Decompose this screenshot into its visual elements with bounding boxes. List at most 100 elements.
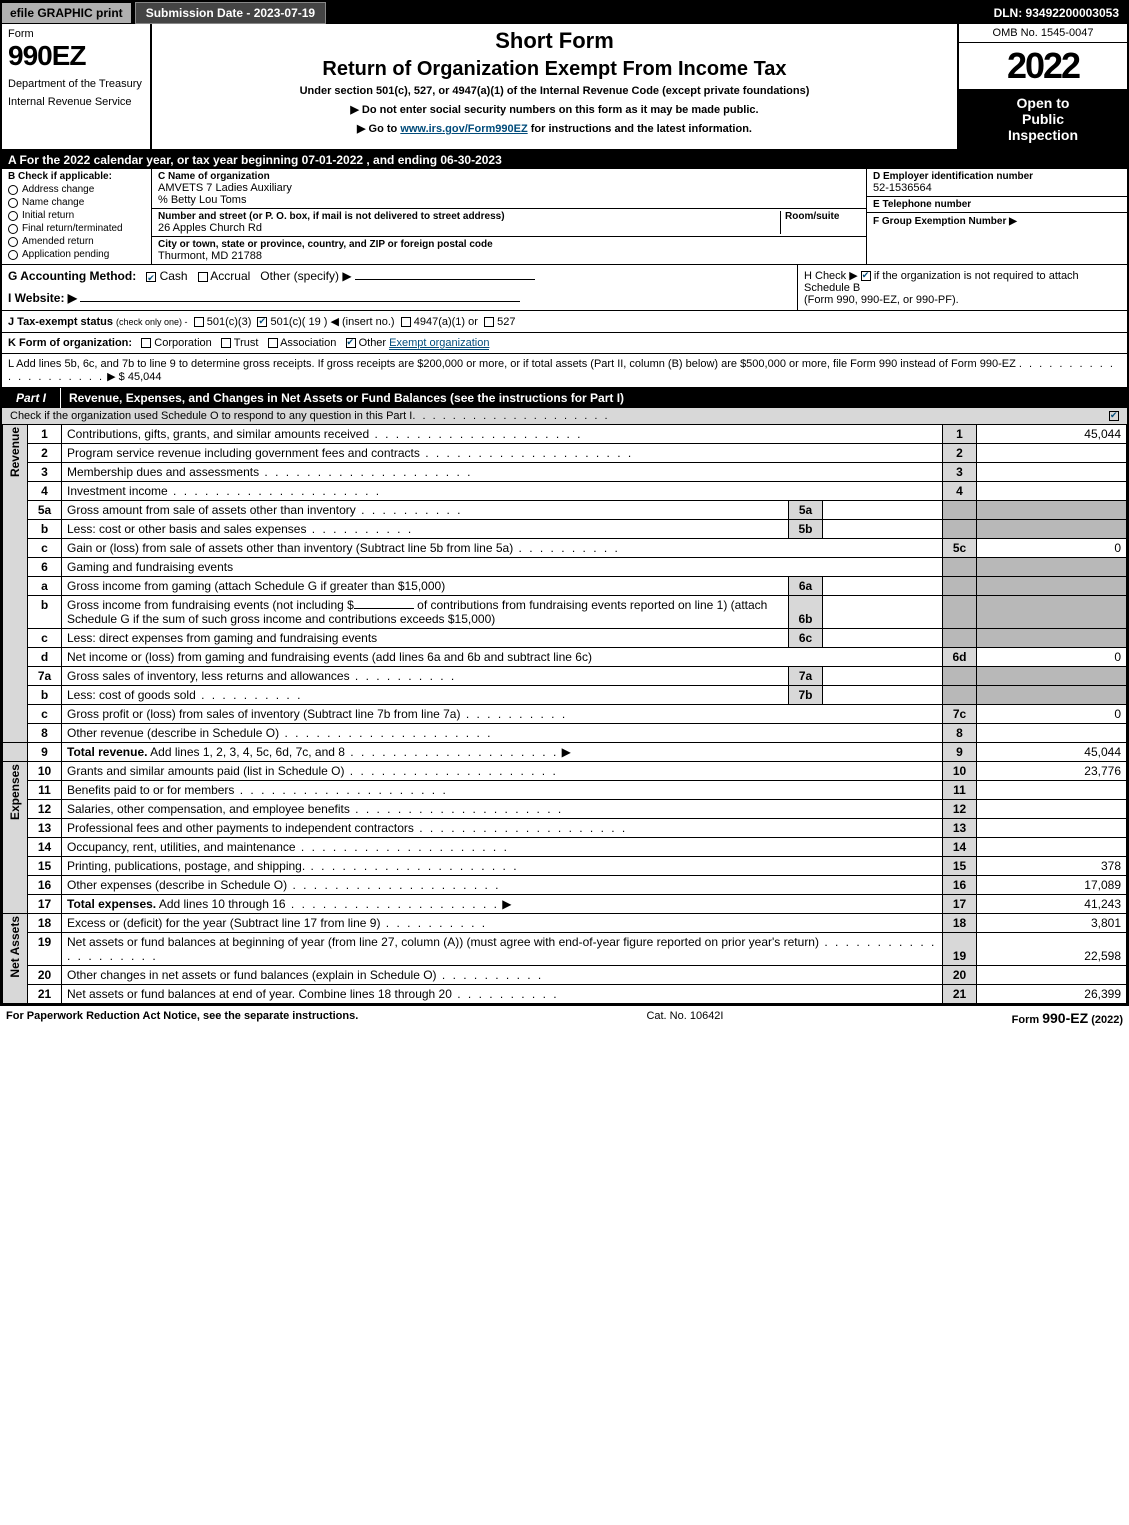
side-netassets: Net Assets bbox=[3, 914, 28, 1004]
col-c: C Name of organization AMVETS 7 Ladies A… bbox=[152, 169, 867, 264]
footer-mid: Cat. No. 10642I bbox=[358, 1010, 1011, 1026]
chk-final-return[interactable]: Final return/terminated bbox=[8, 223, 145, 234]
part-1-title: Revenue, Expenses, and Changes in Net As… bbox=[61, 388, 632, 408]
header: Form 990EZ Department of the Treasury In… bbox=[2, 24, 1127, 151]
chk-527[interactable] bbox=[484, 317, 494, 327]
d-label: D Employer identification number bbox=[873, 171, 1121, 182]
val-20 bbox=[977, 966, 1127, 985]
open3: Inspection bbox=[963, 127, 1123, 143]
val-13 bbox=[977, 819, 1127, 838]
chk-initial-return[interactable]: Initial return bbox=[8, 210, 145, 221]
line-l: L Add lines 5b, 6c, and 7b to line 9 to … bbox=[2, 354, 1127, 388]
chk-schedule-o[interactable] bbox=[1109, 411, 1119, 421]
val-11 bbox=[977, 781, 1127, 800]
chk-501c3[interactable] bbox=[194, 317, 204, 327]
h-pre: H Check ▶ bbox=[804, 270, 861, 282]
ein: 52-1536564 bbox=[873, 182, 1121, 194]
d-ein: D Employer identification number 52-1536… bbox=[867, 169, 1127, 197]
tax-year: 2022 bbox=[959, 43, 1127, 89]
c-org: C Name of organization AMVETS 7 Ladies A… bbox=[152, 169, 866, 209]
website-input[interactable] bbox=[80, 301, 520, 302]
val-7c: 0 bbox=[977, 705, 1127, 724]
val-8 bbox=[977, 724, 1127, 743]
subtitle: Under section 501(c), 527, or 4947(a)(1)… bbox=[160, 85, 949, 97]
val-5a bbox=[823, 501, 943, 520]
chk-501c[interactable] bbox=[257, 317, 267, 327]
chk-name-change[interactable]: Name change bbox=[8, 197, 145, 208]
instr-goto: ▶ Go to www.irs.gov/Form990EZ for instru… bbox=[160, 122, 949, 135]
val-9: 45,044 bbox=[977, 743, 1127, 762]
l-text: L Add lines 5b, 6c, and 7b to line 9 to … bbox=[8, 358, 1016, 370]
care-of: % Betty Lou Toms bbox=[158, 194, 860, 206]
chk-assoc[interactable] bbox=[268, 338, 278, 348]
val-2 bbox=[977, 444, 1127, 463]
val-6a bbox=[823, 577, 943, 596]
chk-amended-return[interactable]: Amended return bbox=[8, 236, 145, 247]
irs-link[interactable]: www.irs.gov/Form990EZ bbox=[400, 123, 527, 135]
chk-other-org[interactable] bbox=[346, 338, 356, 348]
val-5b bbox=[823, 520, 943, 539]
footer-left: For Paperwork Reduction Act Notice, see … bbox=[6, 1010, 358, 1026]
l-val: $ 45,044 bbox=[119, 371, 162, 383]
header-mid: Short Form Return of Organization Exempt… bbox=[152, 24, 957, 149]
k-label: K Form of organization: bbox=[8, 337, 132, 349]
city: Thurmont, MD 21788 bbox=[158, 250, 860, 262]
val-12 bbox=[977, 800, 1127, 819]
b-heading: B Check if applicable: bbox=[8, 171, 145, 182]
gh-row: G Accounting Method: Cash Accrual Other … bbox=[2, 265, 1127, 311]
header-left: Form 990EZ Department of the Treasury In… bbox=[2, 24, 152, 149]
chk-accrual[interactable] bbox=[198, 272, 208, 282]
val-14 bbox=[977, 838, 1127, 857]
room-label: Room/suite bbox=[785, 211, 860, 222]
chk-corp[interactable] bbox=[141, 338, 151, 348]
line-a: A For the 2022 calendar year, or tax yea… bbox=[2, 151, 1127, 169]
part-1-header: Part I Revenue, Expenses, and Changes in… bbox=[2, 388, 1127, 408]
val-19: 22,598 bbox=[977, 933, 1127, 966]
chk-h[interactable] bbox=[861, 271, 871, 281]
val-10: 23,776 bbox=[977, 762, 1127, 781]
other-org-val: Exempt organization bbox=[389, 337, 489, 350]
city-label: City or town, state or province, country… bbox=[158, 239, 860, 250]
j-sub: (check only one) - bbox=[116, 317, 188, 327]
instr-goto-post: for instructions and the latest informat… bbox=[528, 123, 752, 135]
val-1: 45,044 bbox=[977, 425, 1127, 444]
submission-date: Submission Date - 2023-07-19 bbox=[135, 2, 326, 24]
footer: For Paperwork Reduction Act Notice, see … bbox=[0, 1006, 1129, 1030]
val-6d: 0 bbox=[977, 648, 1127, 667]
chk-4947[interactable] bbox=[401, 317, 411, 327]
open-to-public: Open to Public Inspection bbox=[959, 89, 1127, 149]
l-arrow: ▶ bbox=[107, 371, 115, 383]
open1: Open to bbox=[963, 95, 1123, 111]
val-4 bbox=[977, 482, 1127, 501]
line-g: G Accounting Method: Cash Accrual Other … bbox=[2, 265, 797, 310]
i-label: I Website: ▶ bbox=[8, 291, 77, 305]
form-number: 990EZ bbox=[8, 40, 144, 72]
org-name: AMVETS 7 Ladies Auxiliary bbox=[158, 182, 860, 194]
f-label: F Group Exemption Number ▶ bbox=[873, 216, 1017, 227]
val-17: 41,243 bbox=[977, 895, 1127, 914]
instr-goto-pre: ▶ Go to bbox=[357, 123, 400, 135]
instr-ssn: ▶ Do not enter social security numbers o… bbox=[160, 103, 949, 116]
chk-trust[interactable] bbox=[221, 338, 231, 348]
val-15: 378 bbox=[977, 857, 1127, 876]
chk-address-change[interactable]: Address change bbox=[8, 184, 145, 195]
line-j: J Tax-exempt status (check only one) - 5… bbox=[2, 311, 1127, 333]
dln: DLN: 93492200003053 bbox=[986, 3, 1127, 23]
omb-number: OMB No. 1545-0047 bbox=[959, 24, 1127, 43]
header-right: OMB No. 1545-0047 2022 Open to Public In… bbox=[957, 24, 1127, 149]
chk-application-pending[interactable]: Application pending bbox=[8, 249, 145, 260]
form-label: Form bbox=[8, 28, 144, 40]
h-sub: (Form 990, 990-EZ, or 990-PF). bbox=[804, 294, 1121, 306]
val-7b bbox=[823, 686, 943, 705]
val-3 bbox=[977, 463, 1127, 482]
col-de: D Employer identification number 52-1536… bbox=[867, 169, 1127, 264]
val-6b bbox=[823, 596, 943, 629]
form-990ez: efile GRAPHIC print Submission Date - 20… bbox=[0, 0, 1129, 1006]
footer-right: Form 990-EZ (2022) bbox=[1012, 1010, 1123, 1026]
open2: Public bbox=[963, 111, 1123, 127]
other-specify[interactable] bbox=[355, 279, 535, 280]
line-h: H Check ▶ if the organization is not req… bbox=[797, 265, 1127, 310]
abc-row: B Check if applicable: Address change Na… bbox=[2, 169, 1127, 265]
val-6c bbox=[823, 629, 943, 648]
chk-cash[interactable] bbox=[146, 272, 156, 282]
